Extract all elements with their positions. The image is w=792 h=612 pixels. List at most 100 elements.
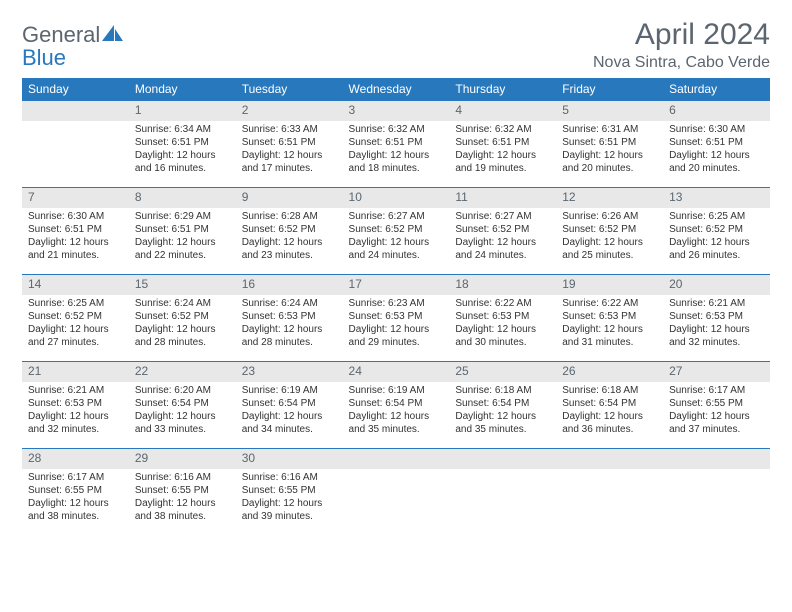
day-content: Sunrise: 6:24 AMSunset: 6:53 PMDaylight:… (236, 295, 343, 361)
day-cell: 7Sunrise: 6:30 AMSunset: 6:51 PMDaylight… (22, 188, 129, 275)
day-content: Sunrise: 6:25 AMSunset: 6:52 PMDaylight:… (663, 208, 770, 274)
day-line: Sunset: 6:55 PM (669, 397, 764, 410)
day-cell: 29Sunrise: 6:16 AMSunset: 6:55 PMDayligh… (129, 449, 236, 536)
day-number: 29 (129, 449, 236, 469)
day-line: Sunset: 6:51 PM (135, 136, 230, 149)
day-line: Sunset: 6:55 PM (135, 484, 230, 497)
day-line: Daylight: 12 hours (349, 323, 444, 336)
day-line: Sunset: 6:55 PM (28, 484, 123, 497)
day-line: Sunset: 6:53 PM (455, 310, 550, 323)
day-cell: 15Sunrise: 6:24 AMSunset: 6:52 PMDayligh… (129, 275, 236, 362)
day-number: 19 (556, 275, 663, 295)
day-line: Daylight: 12 hours (669, 323, 764, 336)
day-line: Sunset: 6:53 PM (562, 310, 657, 323)
day-line: and 17 minutes. (242, 162, 337, 175)
day-line: Sunrise: 6:28 AM (242, 210, 337, 223)
day-cell: 6Sunrise: 6:30 AMSunset: 6:51 PMDaylight… (663, 101, 770, 188)
day-line: Sunset: 6:51 PM (455, 136, 550, 149)
day-line: and 35 minutes. (349, 423, 444, 436)
day-number: 10 (343, 188, 450, 208)
day-cell: 4Sunrise: 6:32 AMSunset: 6:51 PMDaylight… (449, 101, 556, 188)
week-row: 7Sunrise: 6:30 AMSunset: 6:51 PMDaylight… (22, 188, 770, 275)
day-line: Sunset: 6:51 PM (242, 136, 337, 149)
day-line: Sunrise: 6:24 AM (242, 297, 337, 310)
day-line: Sunrise: 6:31 AM (562, 123, 657, 136)
day-line: Daylight: 12 hours (669, 410, 764, 423)
day-content: Sunrise: 6:21 AMSunset: 6:53 PMDaylight:… (663, 295, 770, 361)
day-line: and 16 minutes. (135, 162, 230, 175)
day-content: Sunrise: 6:32 AMSunset: 6:51 PMDaylight:… (449, 121, 556, 187)
logo-sail-icon (102, 25, 124, 47)
day-number: 3 (343, 101, 450, 121)
logo-text: GeneralBlue (22, 24, 124, 69)
day-number: 12 (556, 188, 663, 208)
day-cell: 23Sunrise: 6:19 AMSunset: 6:54 PMDayligh… (236, 362, 343, 449)
day-line: Sunrise: 6:25 AM (669, 210, 764, 223)
day-line: Sunrise: 6:32 AM (349, 123, 444, 136)
day-line: Daylight: 12 hours (562, 410, 657, 423)
day-line: Daylight: 12 hours (562, 236, 657, 249)
day-line: Daylight: 12 hours (455, 410, 550, 423)
day-line: Daylight: 12 hours (669, 149, 764, 162)
day-content (343, 469, 450, 535)
day-line: and 32 minutes. (28, 423, 123, 436)
day-line: Sunrise: 6:23 AM (349, 297, 444, 310)
day-header: Sunday (22, 78, 129, 101)
day-line: Sunrise: 6:21 AM (28, 384, 123, 397)
day-content: Sunrise: 6:22 AMSunset: 6:53 PMDaylight:… (556, 295, 663, 361)
day-number: 15 (129, 275, 236, 295)
day-line: and 38 minutes. (28, 510, 123, 523)
day-line: Sunset: 6:53 PM (349, 310, 444, 323)
day-line: Sunset: 6:54 PM (455, 397, 550, 410)
day-number: 25 (449, 362, 556, 382)
day-content: Sunrise: 6:16 AMSunset: 6:55 PMDaylight:… (236, 469, 343, 535)
day-cell: 22Sunrise: 6:20 AMSunset: 6:54 PMDayligh… (129, 362, 236, 449)
day-line: Sunset: 6:53 PM (669, 310, 764, 323)
day-cell: 21Sunrise: 6:21 AMSunset: 6:53 PMDayligh… (22, 362, 129, 449)
day-line: and 26 minutes. (669, 249, 764, 262)
day-line: and 38 minutes. (135, 510, 230, 523)
day-content: Sunrise: 6:29 AMSunset: 6:51 PMDaylight:… (129, 208, 236, 274)
day-cell: 13Sunrise: 6:25 AMSunset: 6:52 PMDayligh… (663, 188, 770, 275)
day-line: Daylight: 12 hours (28, 236, 123, 249)
day-line: Sunset: 6:51 PM (349, 136, 444, 149)
day-header: Friday (556, 78, 663, 101)
day-line: and 33 minutes. (135, 423, 230, 436)
header: GeneralBlue April 2024 Nova Sintra, Cabo… (22, 18, 770, 72)
day-content: Sunrise: 6:17 AMSunset: 6:55 PMDaylight:… (663, 382, 770, 448)
day-line: Daylight: 12 hours (562, 323, 657, 336)
calendar-table: Sunday Monday Tuesday Wednesday Thursday… (22, 78, 770, 535)
day-number: 6 (663, 101, 770, 121)
day-line: Daylight: 12 hours (562, 149, 657, 162)
day-cell: 20Sunrise: 6:21 AMSunset: 6:53 PMDayligh… (663, 275, 770, 362)
day-number: 1 (129, 101, 236, 121)
day-line: Sunset: 6:52 PM (28, 310, 123, 323)
day-line: Daylight: 12 hours (28, 497, 123, 510)
day-line: Sunrise: 6:32 AM (455, 123, 550, 136)
day-number: 23 (236, 362, 343, 382)
day-line: Sunrise: 6:34 AM (135, 123, 230, 136)
day-line: Sunrise: 6:25 AM (28, 297, 123, 310)
day-line: Daylight: 12 hours (28, 323, 123, 336)
day-content: Sunrise: 6:19 AMSunset: 6:54 PMDaylight:… (236, 382, 343, 448)
day-cell: 18Sunrise: 6:22 AMSunset: 6:53 PMDayligh… (449, 275, 556, 362)
day-line: Daylight: 12 hours (349, 236, 444, 249)
day-line: Daylight: 12 hours (135, 410, 230, 423)
day-line: Daylight: 12 hours (455, 323, 550, 336)
week-row: 28Sunrise: 6:17 AMSunset: 6:55 PMDayligh… (22, 449, 770, 536)
day-line: Sunrise: 6:19 AM (349, 384, 444, 397)
day-line: Sunset: 6:51 PM (135, 223, 230, 236)
week-row: 1Sunrise: 6:34 AMSunset: 6:51 PMDaylight… (22, 101, 770, 188)
day-cell: 17Sunrise: 6:23 AMSunset: 6:53 PMDayligh… (343, 275, 450, 362)
day-cell: 2Sunrise: 6:33 AMSunset: 6:51 PMDaylight… (236, 101, 343, 188)
day-line: Sunset: 6:54 PM (135, 397, 230, 410)
day-line: and 19 minutes. (455, 162, 550, 175)
day-line: Sunset: 6:52 PM (135, 310, 230, 323)
day-content: Sunrise: 6:32 AMSunset: 6:51 PMDaylight:… (343, 121, 450, 187)
day-number: 2 (236, 101, 343, 121)
day-line: Daylight: 12 hours (242, 149, 337, 162)
day-cell (556, 449, 663, 536)
day-line: Sunset: 6:53 PM (242, 310, 337, 323)
day-line: Daylight: 12 hours (28, 410, 123, 423)
day-line: Daylight: 12 hours (349, 410, 444, 423)
